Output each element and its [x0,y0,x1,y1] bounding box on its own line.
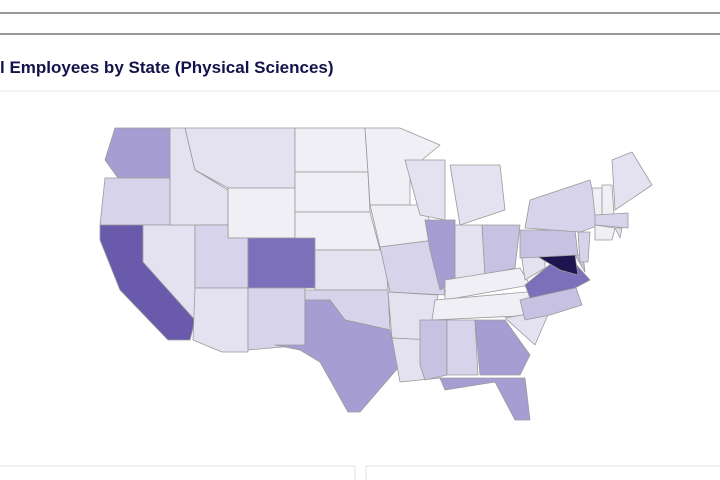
state [439,377,531,421]
bottom-panel [365,465,720,480]
state [274,299,399,413]
state [481,224,521,276]
state [449,164,506,226]
state [104,127,171,179]
state [364,127,441,206]
state [446,319,479,376]
state [294,127,369,173]
state [247,237,316,289]
state [474,319,531,376]
state [614,227,623,239]
state [524,179,601,233]
state [454,224,486,281]
panel-title: l Employees by State (Physical Sciences) [0,58,334,77]
state [247,287,306,351]
state [594,212,629,229]
state [419,319,448,381]
state [314,249,389,291]
state [601,184,615,216]
state [594,224,616,241]
bottom-panel [0,465,356,480]
state [577,231,591,263]
state [294,171,371,213]
state [192,287,249,353]
state [519,229,579,259]
state [227,187,296,239]
state [611,151,653,211]
state [99,177,171,226]
